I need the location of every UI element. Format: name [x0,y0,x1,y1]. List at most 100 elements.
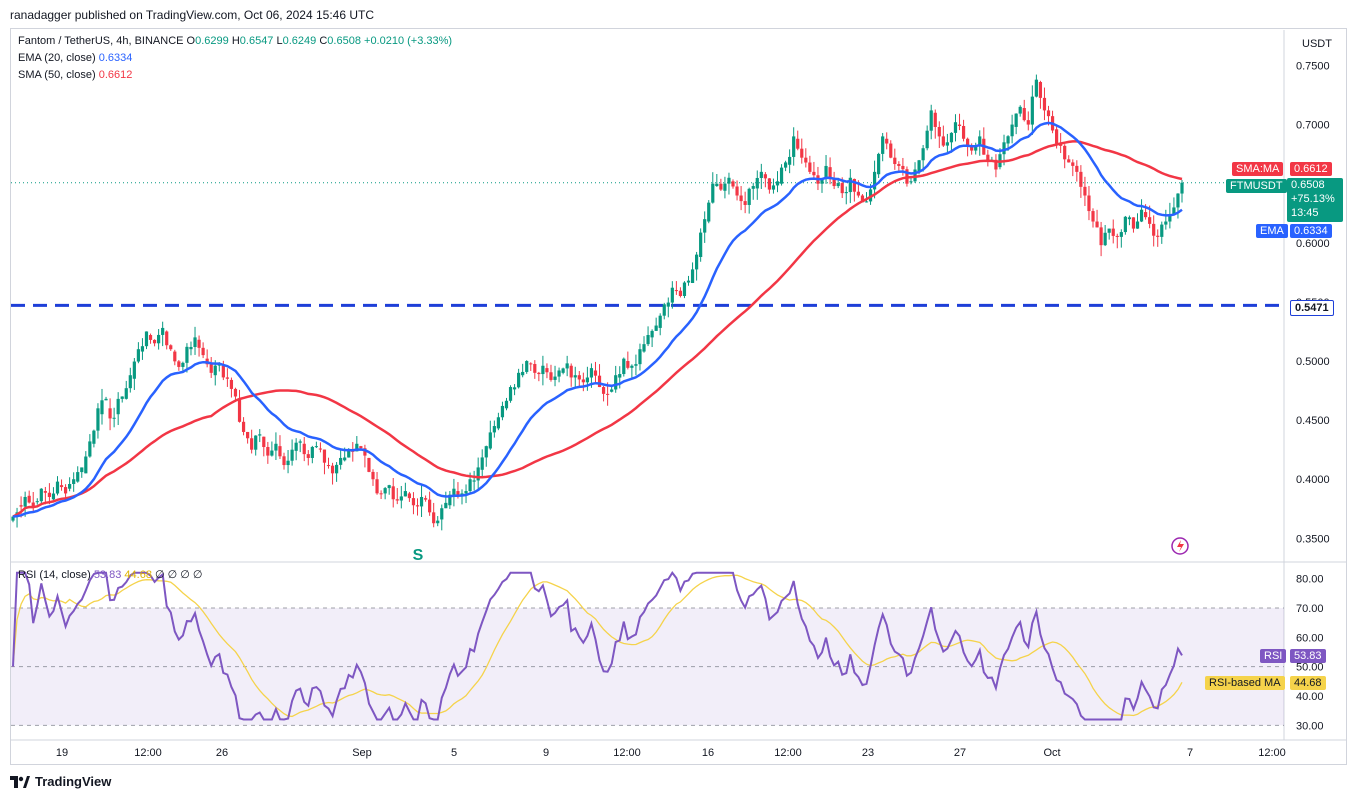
candle-body [31,502,35,508]
candle-body [525,361,529,372]
candle-body [755,177,759,189]
candle-body [1143,212,1148,218]
tradingview-logo-icon [10,775,30,788]
candle-body [1014,113,1018,127]
candle-body [1131,217,1136,229]
candle-body [428,499,432,513]
candle-body [909,181,913,183]
candle-body [1168,214,1172,222]
candle-body [399,496,403,501]
candle-body [1079,171,1083,187]
candle-body [161,327,165,335]
sma-tag: SMA:MA [1232,162,1284,176]
candle-body [881,136,885,154]
sma-legend[interactable]: SMA (50, close) 0.6612 [18,69,132,81]
candle-body [339,457,343,465]
candle-body [759,171,763,178]
candle-body [322,449,327,463]
price-tick-label: 0.3500 [1296,533,1330,545]
candle-body [411,498,416,506]
candle-body [974,145,978,151]
candle-body [917,160,921,172]
rsi-tick-label: 80.00 [1296,574,1324,586]
candle-body [35,501,39,503]
candle-body [731,181,735,187]
candle-body [606,393,610,395]
rsi-label: RSI (14, close) [18,569,91,581]
candle-body [593,370,598,376]
candle-body [541,365,545,375]
time-tick-label: 16 [702,747,714,759]
candle-body [699,232,703,257]
candle-body [1022,108,1026,121]
candle-body [278,446,282,457]
candle-body [262,436,266,448]
candle-body [1156,235,1160,237]
candle-body [1075,165,1079,172]
candle-body [132,361,136,379]
candle-body [472,480,476,482]
candle-body [68,483,72,489]
candle-body [553,376,557,380]
candle-body [735,186,739,196]
candle-body [695,254,699,270]
candle-body [937,126,941,137]
candle-body [177,361,181,367]
candle-body [719,183,723,190]
candle-body [76,472,80,482]
tradingview-footer[interactable]: TradingView [10,774,111,789]
sma-tag-value: 0.6612 [1290,162,1332,176]
candle-body [751,186,755,189]
rsi-legend[interactable]: RSI (14, close) 53.83 44.68 ∅ ∅ ∅ ∅ [18,568,203,581]
time-tick-label: 12:00 [1258,747,1286,759]
candle-body [1103,232,1107,246]
sma-line [12,140,1183,518]
candle-body [953,122,958,133]
candle-body [233,388,238,397]
rsi-ma-tag-value: 44.68 [1290,676,1326,690]
candle-body [577,375,581,380]
symbol-name[interactable]: Fantom / TetherUS, 4h, BINANCE [18,35,184,47]
candle-body [92,430,96,444]
high-label: H [231,35,240,47]
candle-body [330,465,335,474]
candle-body [423,498,428,500]
rsi-ma-value: 44.68 [124,569,152,581]
candle-body [144,331,149,347]
candle-body [246,431,250,439]
candle-body [856,191,861,196]
candle-body [157,334,161,344]
candle-body [387,485,391,489]
candle-body [1152,223,1156,236]
candle-body [347,449,351,458]
rsi-extra-values: ∅ ∅ ∅ ∅ [155,569,203,581]
candle-body [1180,182,1184,194]
candle-body [796,138,800,149]
candle-body [824,165,828,180]
candle-body [456,491,460,497]
candle-body [241,421,246,432]
time-tick-label: 27 [954,747,966,759]
candle-body [1067,159,1071,163]
symbol-tag: FTMUSDT [1226,179,1287,193]
candle-body [165,331,169,346]
candle-body [626,361,630,368]
candle-body [504,400,509,409]
candle-body [1107,228,1111,233]
time-tick-label: 9 [543,747,549,759]
candle-body [727,177,731,184]
candle-body [569,365,573,378]
candle-body [638,349,642,365]
candle-body [1010,124,1014,137]
candle-body [650,330,654,338]
candle-body [96,408,100,431]
candle-body [597,375,602,388]
candle-body [957,124,962,126]
currency-label[interactable]: USDT [1302,38,1332,50]
price-tick-label: 0.4000 [1296,474,1330,486]
candle-body [707,202,711,222]
candle-body [432,512,436,524]
ema-legend[interactable]: EMA (20, close) 0.6334 [18,52,132,64]
candle-body [415,505,420,507]
